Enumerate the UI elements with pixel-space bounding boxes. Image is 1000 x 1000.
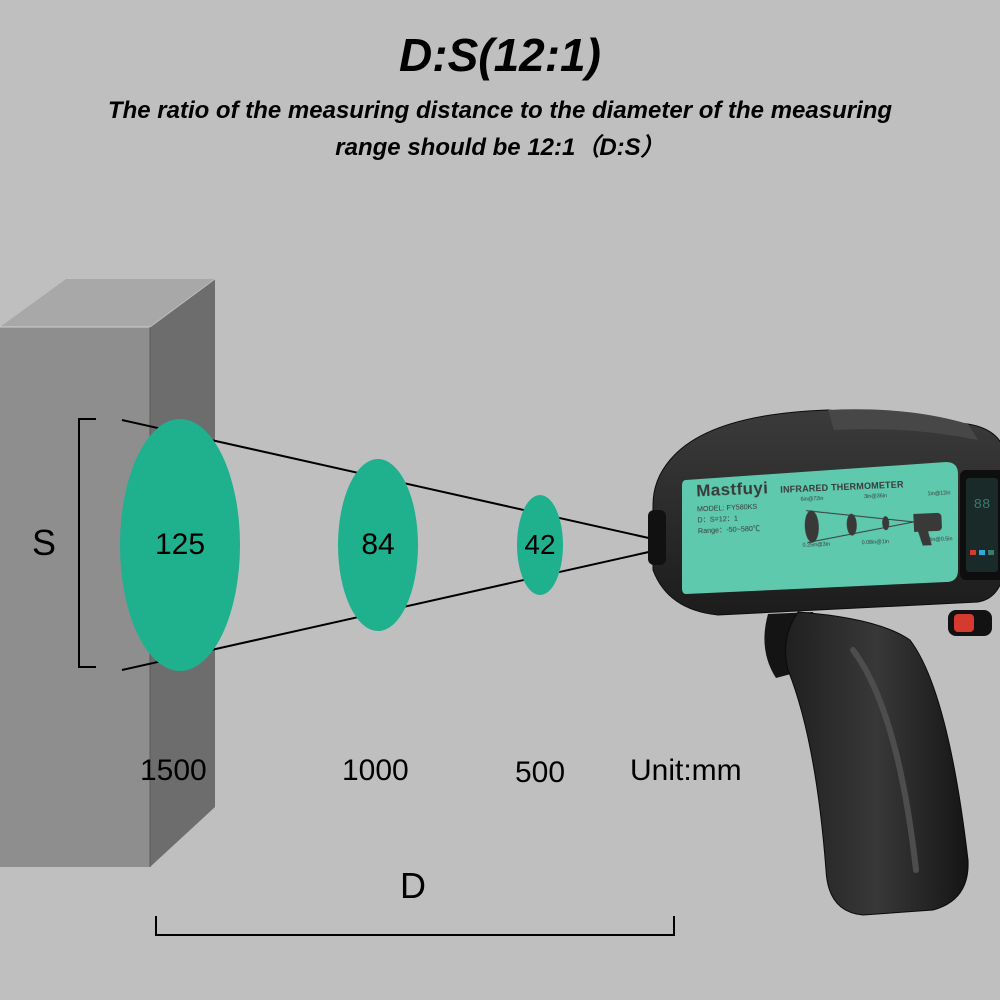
s-bracket — [78, 418, 80, 668]
s-label: S — [32, 522, 56, 564]
d-label: D — [400, 865, 426, 907]
spot-value: 42 — [524, 529, 555, 561]
diag-top-2: 1in@12in — [927, 490, 950, 497]
subtitle: The ratio of the measuring distance to t… — [0, 92, 1000, 166]
spot-ellipse-125: 125 — [120, 419, 240, 671]
title: D:S(12:1) — [0, 28, 1000, 82]
spot-value: 84 — [361, 528, 394, 562]
diag-top-1: 3in@36in — [864, 493, 887, 500]
spot-ellipse-84: 84 — [338, 459, 418, 631]
subtitle-line1: The ratio of the measuring distance to t… — [108, 97, 892, 124]
device-label-panel: Mastfuyi INFRARED THERMOMETER MODEL: FY5… — [688, 466, 955, 595]
distance-1500: 1500 — [140, 754, 207, 788]
svg-text:88: 88 — [974, 497, 991, 513]
diag-top-0: 6in@72in — [801, 496, 824, 503]
thermometer-device: 88 Mastfuyi INFRARED THERMOMETER MODEL: … — [648, 400, 1000, 920]
distance-1000: 1000 — [342, 754, 409, 788]
d-bracket — [155, 918, 675, 936]
diag-bot-0: 0.25in@3in — [802, 542, 830, 549]
distance-500: 500 — [515, 756, 565, 790]
device-brand: Mastfuyi — [696, 478, 769, 501]
spot-ellipse-42: 42 — [517, 495, 563, 595]
spot-value: 125 — [155, 528, 205, 562]
diag-bot-1: 0.08in@1in — [862, 539, 890, 546]
subtitle-line2: range should be 12:1（D:S） — [335, 134, 664, 161]
